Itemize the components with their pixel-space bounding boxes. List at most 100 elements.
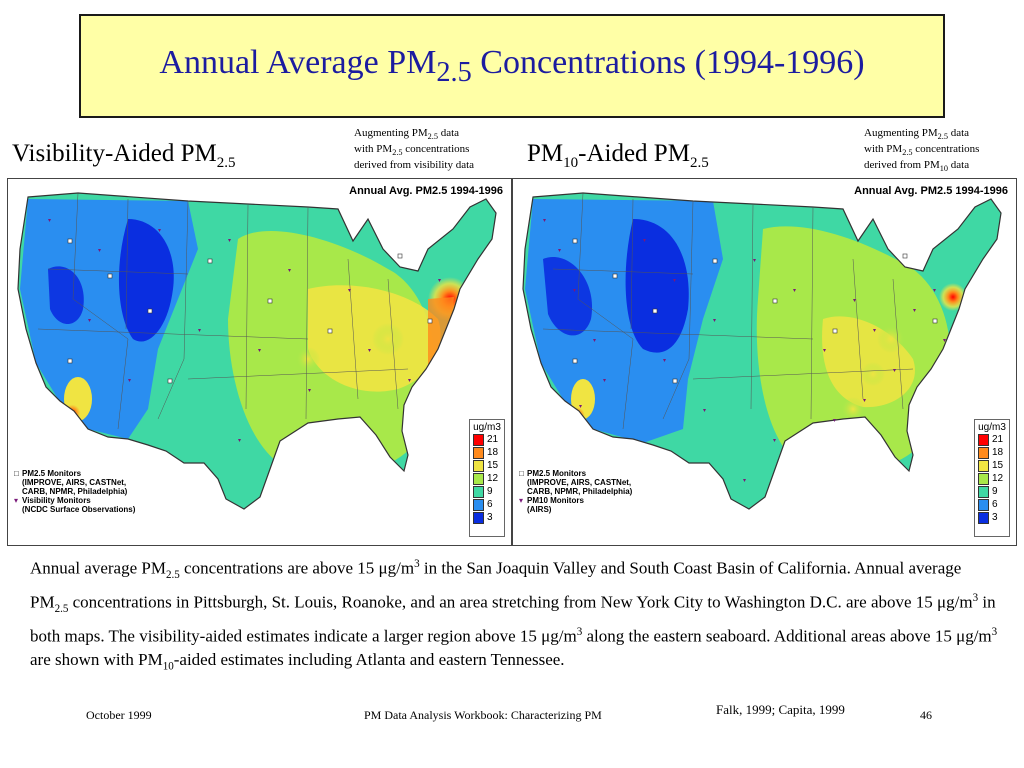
slide-title-box: Annual Average PM2.5 Concentrations (199… [79, 14, 945, 118]
slide-title-rest: Concentrations (1994-1996) [471, 43, 865, 81]
caption-part: 2.5 [54, 603, 69, 616]
left-color-legend: ug/m3 21 18 15 12 9 6 3 [469, 419, 505, 537]
legend-label: 15 [487, 460, 499, 471]
right-map-svg [522, 192, 1002, 510]
footer-page-number: 46 [920, 708, 932, 722]
caption-part: concentrations are above 15 μg/m [179, 558, 415, 578]
legend-swatch [978, 472, 989, 485]
legend-label: 3 [487, 512, 493, 523]
right-monitor-pm10-detail1: (AIRS) [527, 505, 552, 514]
legend-row: 18 [473, 446, 504, 459]
legend-row: 21 [978, 433, 1009, 446]
left-map-title: Annual Avg. PM2.5 1994-1996 [349, 185, 503, 197]
left-nevada-darkblue [48, 266, 84, 324]
legend-row: 3 [978, 511, 1009, 524]
right-monitor-pm25: □ PM2.5 Monitors [519, 469, 632, 478]
caption-part: 3 [414, 558, 420, 570]
right-monitor-pm25-detail1: (IMPROVE, AIRS, CASTNet, [527, 478, 632, 487]
caption-part: 3 [991, 626, 998, 639]
legend-label: 9 [992, 486, 998, 497]
left-note-1b: data [437, 127, 460, 139]
left-note-3: derived from visibility data [354, 159, 475, 172]
left-note-2a: with PM [354, 143, 393, 156]
left-panel-heading: Visibility-Aided PM2.5 [12, 140, 236, 172]
square-icon: □ [519, 469, 524, 478]
right-monitor-pm25-title: PM2.5 Monitors [527, 469, 587, 478]
square-icon: □ [14, 469, 19, 478]
legend-label: 6 [487, 499, 493, 510]
right-monitor-pm10-title: PM10 Monitors [527, 496, 584, 505]
left-monitor-pm25-detail1: (IMPROVE, AIRS, CASTNet, [22, 478, 127, 487]
left-note-1a: Augmenting PM [354, 127, 428, 139]
left-map-panel: Annual Avg. PM2.5 1994-1996 □ PM2.5 Monit… [7, 178, 512, 546]
left-us-outline [17, 192, 497, 510]
caption-part: are shown with PM [30, 649, 163, 669]
left-map-svg [17, 192, 497, 510]
left-socal-hotspot [60, 401, 84, 425]
legend-label: 6 [992, 499, 998, 510]
left-note-2b: concentrations [402, 143, 470, 156]
right-panel-note: Augmenting PM2.5 data with PM2.5 concent… [864, 127, 979, 176]
right-heading-a: PM [527, 140, 564, 167]
legend-label: 21 [992, 434, 1004, 445]
right-note-2a: with PM [864, 143, 903, 156]
slide-title: Annual Average PM2.5 Concentrations (199… [159, 44, 864, 89]
left-stlouis-warm [296, 347, 320, 371]
left-monitor-vis: ▾ Visibility Monitors [14, 496, 135, 505]
legend-label: 18 [992, 447, 1004, 458]
left-note-2sub: 2.5 [392, 148, 403, 158]
left-rockies-darkblue [118, 219, 174, 342]
caption-paragraph: Annual average PM2.5 concentrations are … [30, 553, 1000, 678]
left-monitor-vis-title: Visibility Monitors [22, 496, 91, 505]
right-legend-rows: 21 18 15 12 9 6 3 [975, 433, 1009, 524]
left-legend-unit: ug/m3 [473, 422, 501, 433]
left-monitor-pm25: □ PM2.5 Monitors [14, 469, 135, 478]
caption-part: -aided estimates including Atlanta and e… [173, 649, 565, 669]
legend-swatch [473, 485, 484, 498]
legend-swatch [473, 459, 484, 472]
right-tennessee-warm [861, 362, 885, 386]
right-socal-hotspot [566, 404, 588, 426]
right-note-2sub: 2.5 [902, 148, 913, 158]
legend-label: 9 [487, 486, 493, 497]
left-note-1sub: 2.5 [427, 132, 438, 142]
caption-part: in both maps. The visibility-aided estim… [30, 592, 996, 646]
caption-part: 3 [972, 592, 979, 605]
legend-row: 9 [473, 485, 504, 498]
right-note-3a: derived from PM [864, 159, 940, 172]
right-panel-heading: PM10-Aided PM2.5 [527, 140, 709, 172]
legend-row: 15 [473, 459, 504, 472]
right-heading-b: -Aided PM [578, 140, 690, 167]
legend-swatch [473, 511, 484, 524]
right-map-panel: Annual Avg. PM2.5 1994-1996 □ PM2.5 Monit… [512, 178, 1017, 546]
right-note-2b: concentrations [912, 143, 980, 156]
slide-title-subscript: 2.5 [436, 56, 472, 88]
caption-part: concentrations in Pittsburgh, St. Louis,… [68, 592, 973, 612]
right-heading-sub1: 10 [563, 155, 579, 171]
right-note-3b: data [948, 159, 970, 172]
caption-part: along the eastern seaboard. Additional a… [582, 626, 992, 646]
caption-part: in the San Joaquin Valley and South Coas… [30, 558, 962, 612]
right-state-lines [542, 192, 914, 430]
right-heading-sub2: 2.5 [689, 155, 709, 171]
right-map-title: Annual Avg. PM2.5 1994-1996 [854, 185, 1008, 197]
left-monitor-legend: □ PM2.5 Monitors (IMPROVE, AIRS, CASTNet,… [14, 469, 135, 514]
legend-label: 12 [992, 473, 1004, 484]
right-nevada-darkblue [543, 257, 593, 336]
caption-part: 10 [162, 660, 174, 673]
legend-row: 21 [473, 433, 504, 446]
legend-row: 18 [978, 446, 1009, 459]
legend-swatch [473, 472, 484, 485]
right-monitor-pm10: ▾ PM10 Monitors [519, 496, 632, 505]
right-monitor-legend: □ PM2.5 Monitors (IMPROVE, AIRS, CASTNet,… [519, 469, 632, 514]
triangle-icon: ▾ [14, 496, 19, 505]
left-legend-rows: 21 18 15 12 9 6 3 [470, 433, 504, 524]
legend-swatch [978, 459, 989, 472]
legend-swatch [978, 485, 989, 498]
legend-row: 6 [473, 498, 504, 511]
legend-row: 9 [978, 485, 1009, 498]
caption-part: Annual average PM [30, 558, 166, 578]
legend-swatch [473, 498, 484, 511]
caption-part: 2.5 [165, 569, 180, 582]
left-pm25-sites [67, 238, 433, 384]
